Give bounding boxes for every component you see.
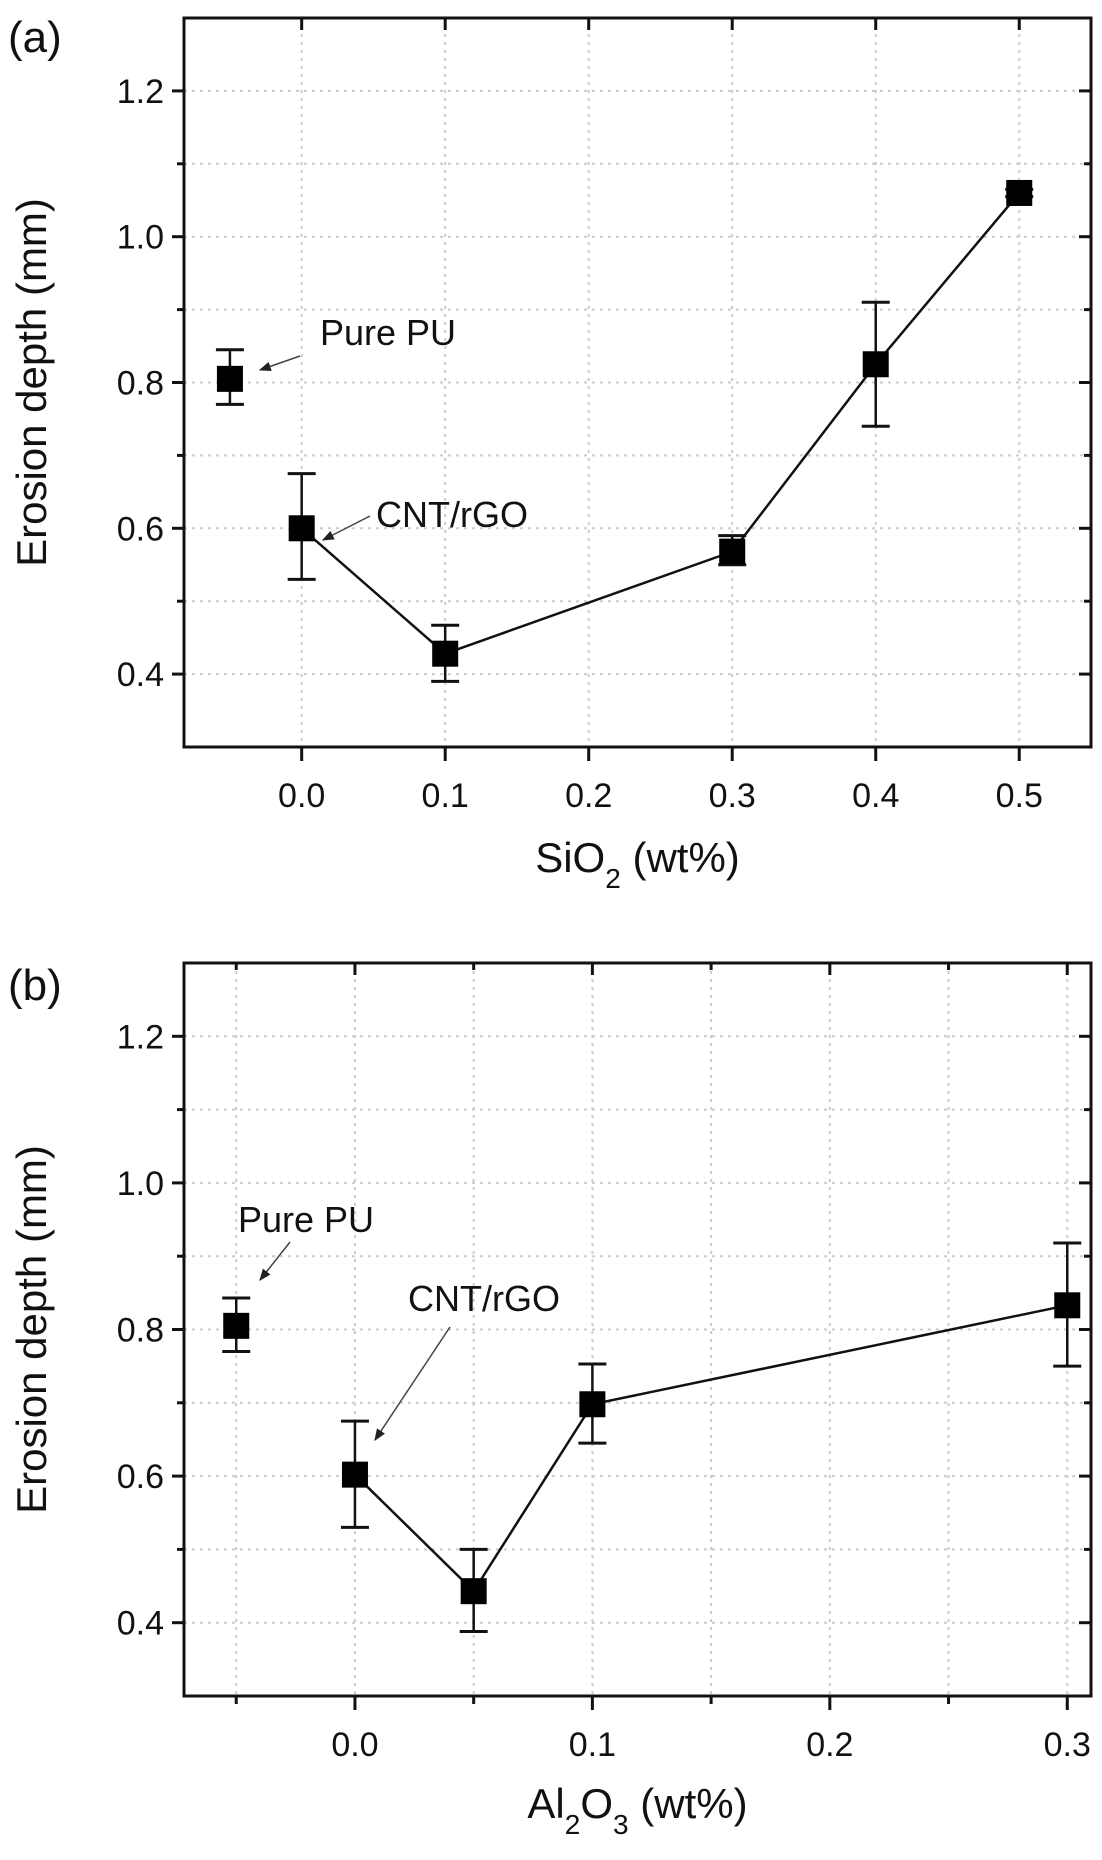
series-line xyxy=(300,192,1021,656)
annotation-label: CNT/rGO xyxy=(408,1278,560,1319)
x-tick-label: 0.2 xyxy=(806,1726,853,1764)
chart-panel-a: 0.4 0.6 0.8 1.0 1.2 0.0 0.1 0.2 0.3 0.4 0.5 (a) Eros… xyxy=(8,13,1093,894)
y-tick-label: 0.4 xyxy=(117,1605,164,1643)
data-point-pure-pu xyxy=(223,1312,250,1339)
y-tick-label: 1.2 xyxy=(117,73,164,111)
y-tick-label: 0.6 xyxy=(117,510,164,548)
annotation-arrow xyxy=(258,355,301,371)
y-tick-label: 1.0 xyxy=(117,1165,164,1203)
y-axis-title: Erosion depth (mm) xyxy=(8,198,55,567)
y-tick-label: 1.2 xyxy=(117,1018,164,1056)
x-axis-title: SiO2 (wt%) xyxy=(535,834,740,894)
x-tick-label: 0.3 xyxy=(709,777,756,815)
annotation-label: Pure PU xyxy=(320,312,456,353)
x-tick-label: 0.0 xyxy=(331,1726,378,1764)
y-tick-label: 1.0 xyxy=(117,219,164,257)
annotation-label: CNT/rGO xyxy=(376,494,528,535)
chart-panel-b: 0.4 0.6 0.8 1.0 1.2 0.0 0.1 0.2 0.3 (b) Erosion de… xyxy=(8,961,1093,1840)
data-point xyxy=(288,515,315,542)
y-tick-label: 0.8 xyxy=(117,1312,164,1350)
annotation-arrow xyxy=(259,1241,291,1281)
annotation-arrow xyxy=(374,1326,451,1441)
data-point xyxy=(862,351,889,378)
y-axis-title: Erosion depth (mm) xyxy=(8,1145,55,1514)
panel-label: (b) xyxy=(8,961,62,1010)
x-tick-label: 0.1 xyxy=(422,777,469,815)
data-point xyxy=(432,640,459,667)
data-point xyxy=(1054,1292,1081,1319)
data-point xyxy=(719,538,746,565)
x-tick-label: 0.3 xyxy=(1044,1726,1091,1764)
y-tick-label: 0.4 xyxy=(117,656,164,694)
data-point-pure-pu xyxy=(216,365,243,392)
y-tick-label: 0.8 xyxy=(117,365,164,403)
x-tick-label: 0.4 xyxy=(852,777,899,815)
data-point xyxy=(1006,179,1033,206)
x-tick-label: 0.1 xyxy=(569,1726,616,1764)
panel-label: (a) xyxy=(8,13,62,62)
y-tick-label: 0.6 xyxy=(117,1458,164,1496)
x-tick-label: 0.5 xyxy=(996,777,1043,815)
data-point xyxy=(460,1578,487,1605)
annotation-label: Pure PU xyxy=(238,1199,374,1240)
x-tick-label: 0.0 xyxy=(278,777,325,815)
data-point xyxy=(341,1461,368,1488)
x-axis-title: Al2O3 (wt%) xyxy=(527,1780,747,1840)
series-line xyxy=(354,1304,1068,1594)
x-tick-label: 0.2 xyxy=(565,777,612,815)
data-point xyxy=(579,1391,606,1418)
annotation-arrow xyxy=(321,515,371,541)
